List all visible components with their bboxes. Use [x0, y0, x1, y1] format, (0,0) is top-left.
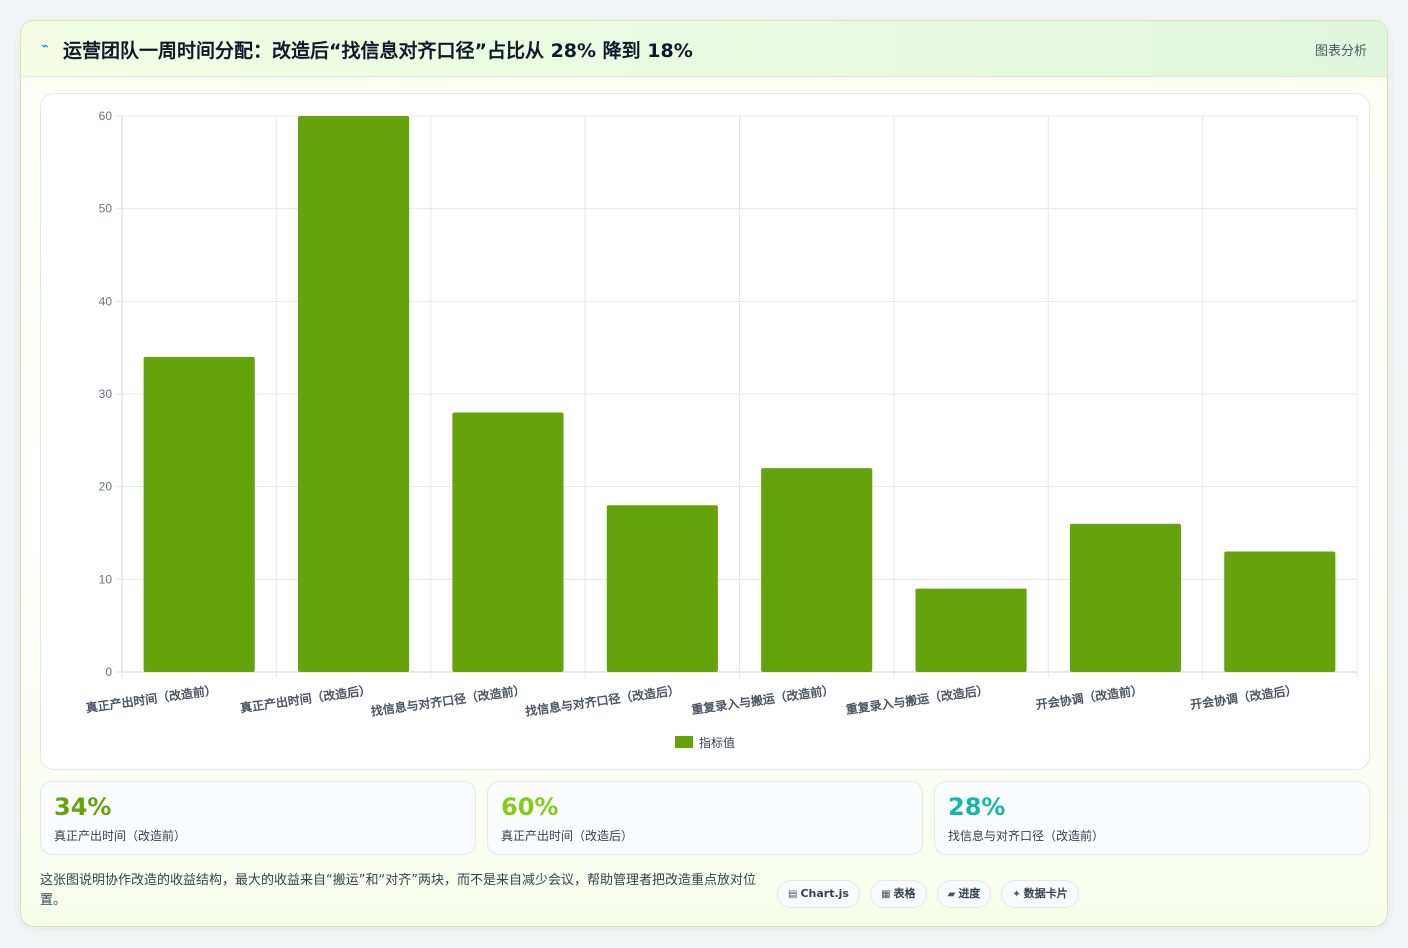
kpi-card: 34% 真正产出时间（改造前）: [40, 781, 476, 855]
y-tick-label: 20: [99, 480, 113, 494]
kpi-row: 34% 真正产出时间（改造前） 60% 真正产出时间（改造后） 28% 找信息与…: [40, 781, 1370, 855]
bar: [297, 116, 410, 672]
y-tick-label: 50: [99, 202, 113, 216]
legend-label: 指标值: [699, 735, 735, 750]
x-tick-label: 重复录入与搬运（改造后）: [845, 682, 990, 717]
table-icon: ▦: [881, 889, 891, 900]
chip-row: ▤ Chart.js ▦ 表格 ▰ 进度 ✦ 数据卡片: [777, 880, 1084, 908]
chart-card: ⌁ 运营团队一周时间分配：改造后“找信息对齐口径”占比从 28% 降到 18% …: [20, 20, 1388, 927]
kpi-label: 找信息与对齐口径（改造前）: [948, 829, 1105, 843]
chip-label: Chart.js: [800, 887, 849, 900]
bar: [452, 412, 564, 672]
sparkle-icon: ✦: [1012, 889, 1021, 900]
x-tick-label: 找信息与对齐口径（改造后）: [524, 682, 681, 719]
chip-label: 表格: [893, 887, 916, 900]
chip-label: 数据卡片: [1023, 887, 1068, 900]
x-tick-label: 开会协调（改造前）: [1035, 682, 1144, 712]
progress-icon: ▰: [947, 889, 956, 900]
bar: [1224, 551, 1336, 672]
bar: [915, 588, 1027, 672]
y-tick-label: 30: [99, 387, 113, 401]
page-title: 运营团队一周时间分配：改造后“找信息对齐口径”占比从 28% 降到 18%: [63, 40, 693, 62]
kpi-value: 60%: [501, 793, 559, 821]
card-header: ⌁ 运营团队一周时间分配：改造后“找信息对齐口径”占比从 28% 降到 18% …: [21, 21, 1387, 77]
x-tick-label: 真正产出时间（改造后）: [239, 682, 372, 715]
y-tick-label: 60: [99, 109, 113, 123]
bar: [606, 505, 718, 672]
chip-data-card[interactable]: ✦ 数据卡片: [1001, 880, 1079, 908]
y-tick-label: 40: [99, 294, 113, 308]
x-tick-label: 真正产出时间（改造前）: [85, 682, 218, 715]
x-tick-label: 重复录入与搬运（改造前）: [690, 682, 835, 717]
kpi-card: 28% 找信息与对齐口径（改造前）: [934, 781, 1370, 855]
y-tick-label: 10: [99, 572, 113, 586]
kpi-value: 34%: [54, 793, 112, 821]
chip-label: 进度: [958, 887, 981, 900]
lightning-icon: ⌁: [41, 39, 49, 54]
bar: [143, 356, 255, 672]
chip-progress[interactable]: ▰ 进度: [936, 880, 992, 908]
bar: [761, 468, 873, 672]
kpi-label: 真正产出时间（改造前）: [54, 829, 187, 843]
chip-chartjs[interactable]: ▤ Chart.js: [777, 880, 860, 908]
kpi-label: 真正产出时间（改造后）: [501, 829, 634, 843]
header-tag: 图表分析: [1314, 44, 1367, 59]
x-tick-label: 找信息与对齐口径（改造前）: [370, 682, 527, 719]
kpi-card: 60% 真正产出时间（改造后）: [487, 781, 923, 855]
x-tick-label: 开会协调（改造后）: [1189, 682, 1298, 712]
y-tick-label: 0: [105, 665, 112, 679]
kpi-value: 28%: [948, 793, 1006, 821]
legend-swatch: [675, 736, 693, 748]
chart-description: 这张图说明协作改造的收益结构，最大的收益来自“搬运”和“对齐”两块，而不是来自减…: [40, 873, 756, 908]
chip-table[interactable]: ▦ 表格: [870, 880, 927, 908]
bar: [1069, 523, 1182, 672]
chart-panel: 0 10 20 30 40 50 60 真正产出时间（改造前） 真正产出时间（改造后） 找信息与对…: [40, 93, 1370, 770]
chart-icon: ▤: [788, 889, 798, 900]
